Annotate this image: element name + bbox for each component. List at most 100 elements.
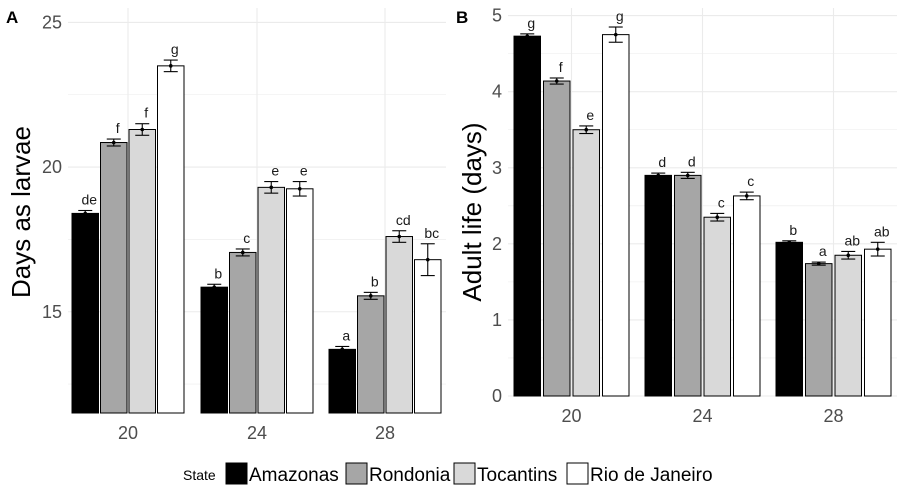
significance-letter: d (688, 153, 696, 169)
bar-rio-de-janeiro-20 (602, 34, 630, 397)
legend-label: Rio de Janeiro (590, 465, 713, 486)
bar-rio-de-janeiro-24 (286, 188, 314, 414)
bar-rondonia-28 (805, 263, 833, 397)
bar-tocantins-20 (572, 129, 600, 397)
bar-tocantins-28 (834, 254, 862, 397)
significance-letter: a (342, 327, 350, 343)
significance-letter: c (243, 230, 250, 246)
significance-letter: d (658, 154, 666, 170)
significance-letter: g (171, 41, 179, 57)
bar-rio-de-janeiro-24 (733, 195, 761, 397)
error-bar (264, 181, 279, 194)
significance-letter: ab (874, 223, 890, 239)
y-tick-label: 15 (42, 302, 62, 322)
bar-rondonia-20 (543, 80, 571, 397)
bar-amazonas-28 (775, 241, 803, 397)
error-bar (335, 345, 350, 353)
y-tick-label: 3 (492, 158, 502, 178)
panel-a: A Days as larvae de b a f c b f e cd g e bc 15 20 25 2… (6, 8, 446, 443)
significance-letter: cd (396, 212, 411, 228)
bar-amazonas-20 (71, 212, 99, 414)
legend-label: Amazonas (249, 465, 339, 486)
bar-amazonas-24 (644, 174, 672, 397)
x-tick-label: 24 (247, 423, 267, 443)
x-tick-label: 20 (561, 406, 581, 426)
significance-letter: c (718, 194, 725, 210)
error-bar (608, 26, 623, 43)
error-bar (579, 125, 594, 135)
significance-letter: c (747, 173, 754, 189)
error-bar (782, 240, 797, 245)
bar-rio-de-janeiro-20 (157, 65, 185, 414)
error-bar (739, 191, 754, 201)
bar-rondonia-20 (100, 142, 128, 414)
error-bar (841, 250, 856, 260)
error-bar (710, 212, 725, 222)
panel-b-bars: g d b f d a e c ab g c ab (513, 8, 892, 397)
error-bar (870, 241, 885, 257)
error-bar (292, 181, 307, 197)
panel-a-label: A (6, 8, 18, 27)
error-bar (235, 248, 250, 257)
panel-b-label: B (456, 8, 468, 27)
y-tick-label: 2 (492, 234, 502, 254)
panel-b-ticks: 0 1 2 3 4 5 20 24 28 (492, 6, 844, 426)
significance-letter: b (371, 273, 379, 289)
legend-items: Amazonas Rondonia Tocantins Rio de Janeiro (225, 462, 713, 486)
panel-b-y-axis-title: Adult life (days) (457, 122, 487, 301)
significance-letter: e (300, 163, 308, 179)
x-tick-label: 28 (375, 423, 395, 443)
bar-tocantins-24 (257, 186, 285, 414)
significance-letter: bc (424, 225, 439, 241)
significance-letter: b (214, 265, 222, 281)
error-bar (135, 123, 150, 136)
legend-swatch (453, 462, 476, 485)
significance-letter: de (81, 192, 97, 208)
error-bar (392, 230, 407, 243)
bar-rio-de-janeiro-28 (414, 259, 442, 414)
significance-letter: ab (844, 232, 860, 248)
error-bar (520, 33, 535, 39)
y-tick-label: 5 (492, 6, 502, 26)
legend-item-rio-de-janeiro: Rio de Janeiro (566, 462, 713, 486)
legend-swatch (225, 462, 248, 485)
legend-label: Tocantins (477, 465, 557, 486)
y-tick-label: 1 (492, 310, 502, 330)
y-tick-label: 20 (42, 157, 62, 177)
significance-letter: g (616, 8, 624, 24)
legend-item-rondonia: Rondonia (345, 462, 451, 486)
bar-rondonia-24 (674, 174, 702, 397)
error-bar (811, 261, 826, 266)
bar-rio-de-janeiro-28 (864, 248, 892, 397)
bar-tocantins-24 (703, 216, 731, 397)
error-bar (163, 59, 178, 73)
significance-letter: f (559, 59, 563, 75)
error-bar (363, 291, 378, 300)
legend: State Amazonas Rondonia Tocantins Rio de Ja… (183, 462, 713, 486)
significance-letter: g (527, 15, 535, 31)
legend-item-tocantins: Tocantins (453, 462, 557, 486)
legend-swatch (345, 462, 368, 485)
significance-letter: b (789, 222, 797, 238)
bar-tocantins-28 (385, 236, 413, 414)
bar-amazonas-28 (328, 348, 356, 414)
y-tick-label: 4 (492, 82, 502, 102)
significance-letter: f (144, 105, 148, 121)
significance-letter: e (271, 163, 279, 179)
bar-amazonas-24 (200, 286, 228, 414)
bar-rondonia-24 (229, 251, 257, 414)
panel-a-ticks: 15 20 25 20 24 28 (42, 12, 395, 443)
x-tick-label: 24 (692, 406, 712, 426)
error-bar (420, 243, 435, 277)
error-bar (549, 77, 564, 85)
legend-title: State (183, 467, 216, 483)
error-bar (106, 138, 121, 147)
legend-item-amazonas: Amazonas (225, 462, 339, 486)
panel-a-bars: de b a f c b f e cd g e bc (71, 41, 442, 414)
significance-letter: a (819, 243, 827, 259)
error-bar (651, 172, 666, 179)
panel-b: B Adult life (days) g d b f d a e c ab g c ab 0 1 2 3 4… (456, 6, 897, 426)
y-tick-label: 0 (492, 386, 502, 406)
significance-letter: f (116, 120, 120, 136)
